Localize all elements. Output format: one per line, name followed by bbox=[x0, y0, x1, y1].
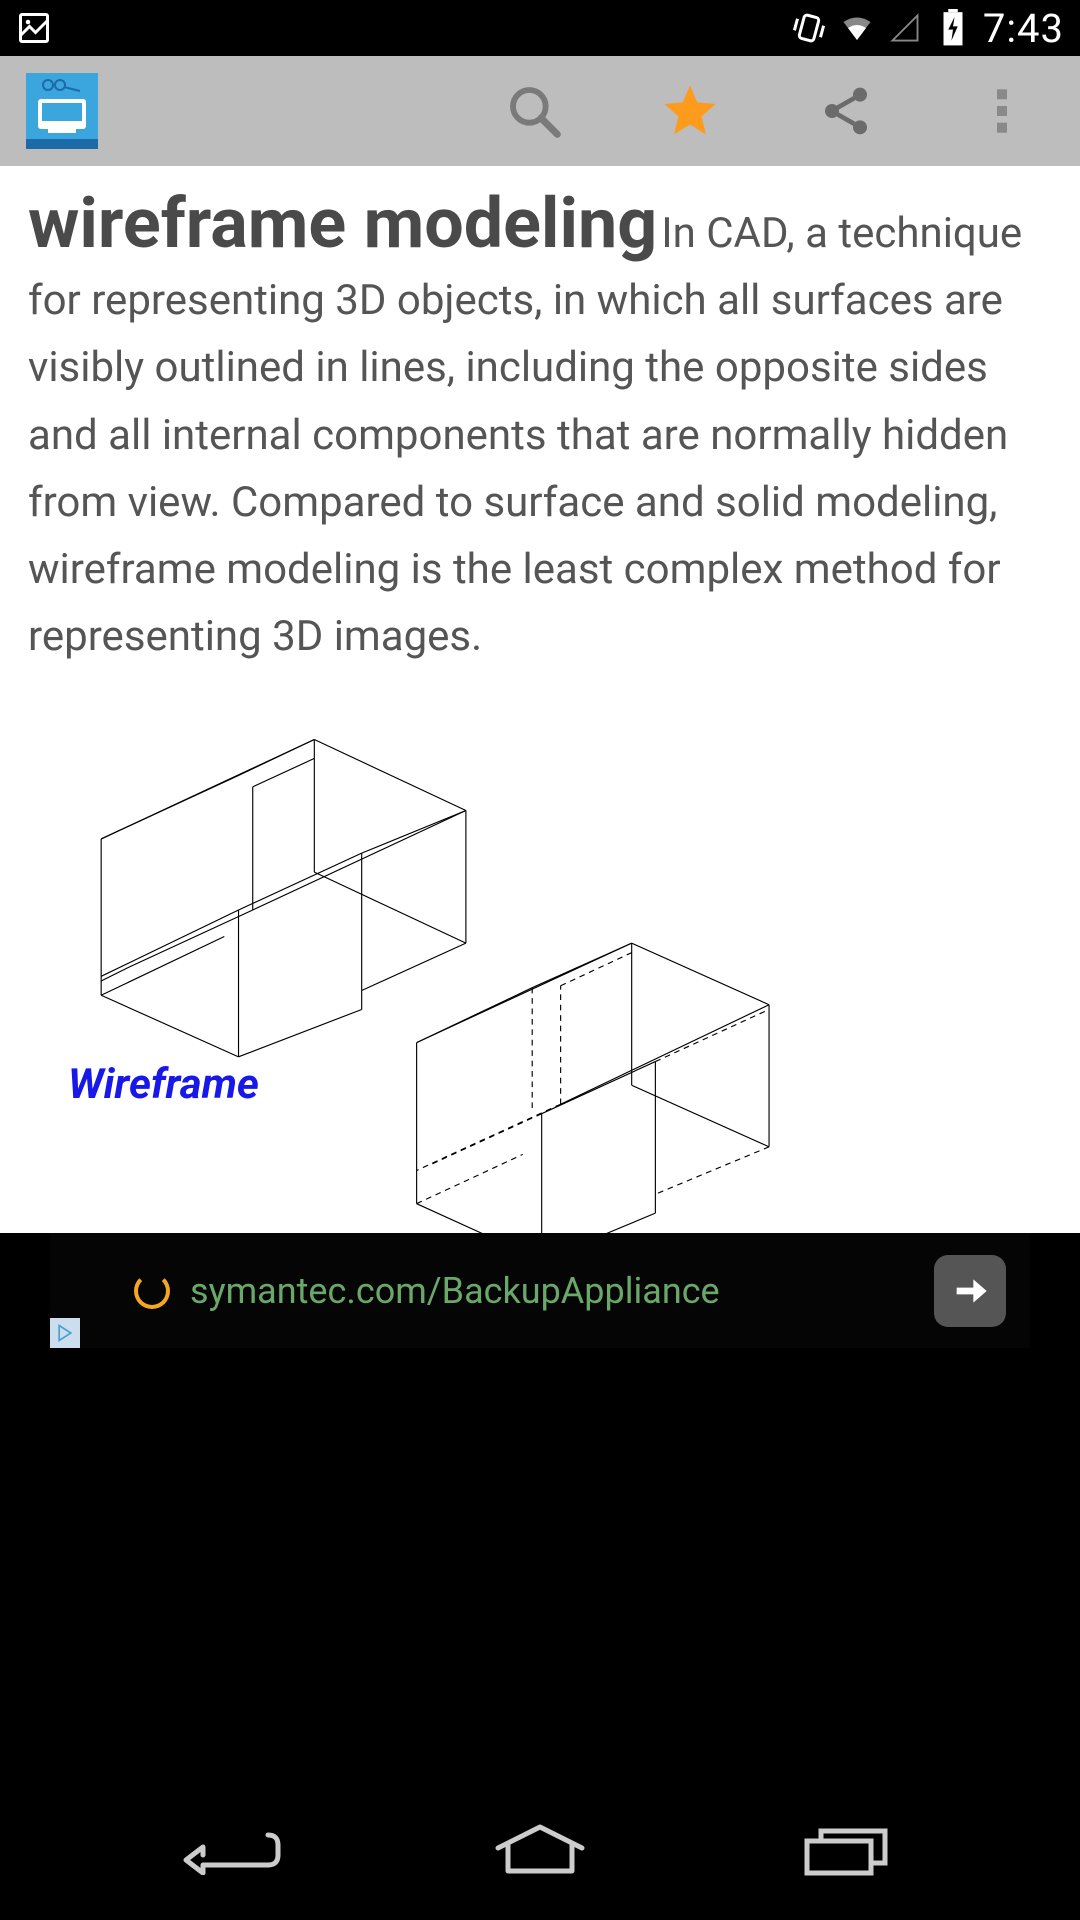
back-button[interactable] bbox=[178, 1820, 288, 1880]
ad-spinner-icon bbox=[134, 1273, 170, 1309]
status-bar: 7:43 bbox=[0, 0, 1080, 56]
diagram-svg bbox=[28, 730, 828, 1233]
recent-apps-button[interactable] bbox=[792, 1820, 902, 1880]
status-left bbox=[16, 10, 52, 46]
gallery-icon bbox=[16, 10, 52, 46]
article-content[interactable]: wireframe modeling In CAD, a technique f… bbox=[0, 166, 1080, 1233]
app-toolbar bbox=[0, 56, 1080, 166]
search-icon[interactable] bbox=[506, 83, 562, 139]
article-body: wireframe modeling In CAD, a technique f… bbox=[28, 186, 1052, 670]
filler bbox=[0, 1348, 1080, 1780]
wifi-icon bbox=[839, 10, 875, 46]
article-definition: In CAD, a technique for representing 3D … bbox=[28, 209, 1022, 661]
vibrate-icon bbox=[791, 10, 827, 46]
wireframe-diagram: Wireframe bbox=[28, 730, 1052, 1233]
status-time: 7:43 bbox=[983, 5, 1064, 52]
adchoices-icon[interactable] bbox=[50, 1318, 80, 1348]
share-icon[interactable] bbox=[818, 83, 874, 139]
status-right: 7:43 bbox=[791, 5, 1064, 52]
ad-url-text[interactable]: symantec.com/BackupAppliance bbox=[190, 1270, 720, 1312]
star-icon[interactable] bbox=[662, 83, 718, 139]
home-button[interactable] bbox=[485, 1820, 595, 1880]
overflow-menu-icon[interactable] bbox=[974, 83, 1030, 139]
navigation-bar bbox=[0, 1780, 1080, 1920]
ad-arrow-button[interactable] bbox=[934, 1255, 1006, 1327]
battery-charging-icon bbox=[935, 10, 971, 46]
app-logo-icon[interactable] bbox=[20, 69, 104, 153]
signal-icon bbox=[887, 10, 923, 46]
article-term: wireframe modeling bbox=[28, 183, 657, 265]
diagram-label: Wireframe bbox=[68, 1060, 259, 1109]
ad-banner[interactable]: symantec.com/BackupAppliance bbox=[50, 1233, 1030, 1348]
toolbar-actions bbox=[506, 83, 1030, 139]
